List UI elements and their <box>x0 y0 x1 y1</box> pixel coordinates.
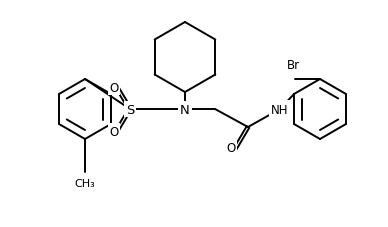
Text: S: S <box>126 103 134 116</box>
Text: NH: NH <box>271 103 289 116</box>
Text: O: O <box>226 141 236 154</box>
Text: O: O <box>109 125 119 138</box>
Text: CH₃: CH₃ <box>74 178 95 188</box>
Text: O: O <box>109 81 119 94</box>
Text: N: N <box>180 103 190 116</box>
Text: Br: Br <box>286 59 300 72</box>
